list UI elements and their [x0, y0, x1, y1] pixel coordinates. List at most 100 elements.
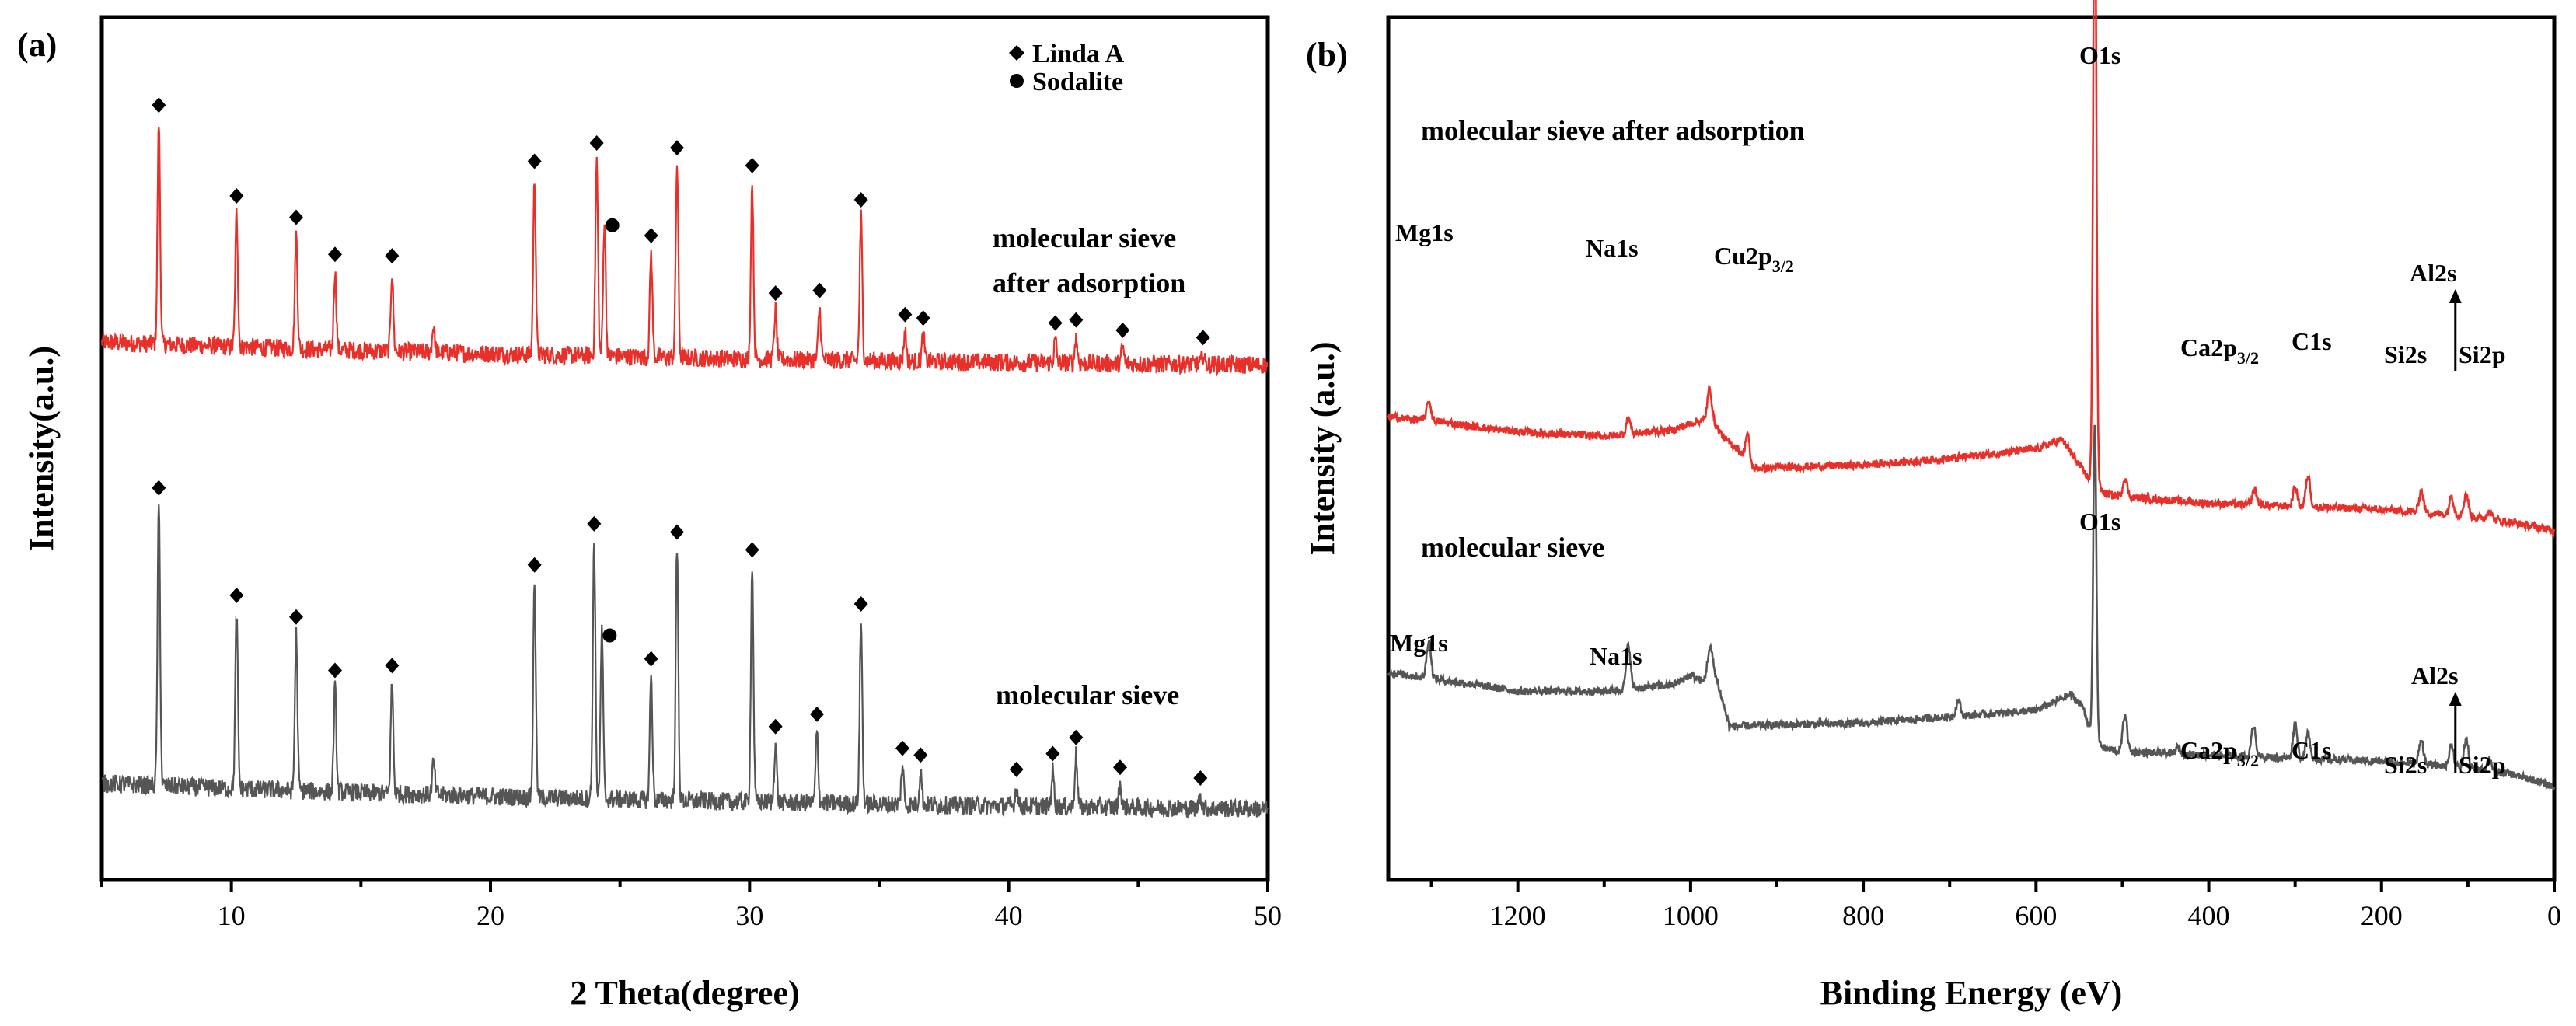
- x-tick-label: 10: [218, 900, 246, 931]
- series-label-molecular-sieve-a: molecular sieve: [996, 679, 1179, 710]
- linda-a-diamond-icon: [289, 209, 303, 225]
- linda-a-diamond-icon: [1069, 729, 1084, 745]
- peak-label-ca2p: Ca2p3/2: [2180, 736, 2259, 770]
- panel-letter-b: (b): [1306, 36, 1348, 74]
- x-ticks-b: 1200 1000 800 600 400 200 0: [1429, 880, 2561, 931]
- peak-label-si2p: Si2p: [2459, 751, 2505, 779]
- linda-a-diamond-icon: [916, 310, 930, 326]
- linda-a-diamond-icon: [229, 587, 244, 603]
- plot-frame-b: [1386, 15, 2557, 882]
- linda-a-diamond-icon: [589, 135, 604, 152]
- xps-series-line: [1387, 424, 2556, 791]
- peak-label-na1s: Na1s: [1586, 234, 1639, 262]
- peak-label-mg1s: Mg1s: [1395, 218, 1454, 246]
- legend-circle-icon: [1010, 74, 1024, 88]
- linda-a-diamond-icon: [745, 157, 759, 173]
- y-axis-label-b: Intensity (a.u.): [1304, 341, 1342, 555]
- series-label-after-adsorption-a-line2: after adsorption: [993, 267, 1185, 298]
- linda-a-diamond-icon: [229, 188, 244, 204]
- linda-a-diamond-icon: [328, 246, 342, 263]
- linda-a-diamond-icon: [527, 153, 542, 169]
- linda-a-diamond-icon: [768, 285, 783, 302]
- linda-a-diamond-icon: [913, 747, 928, 763]
- x-tick-label: 50: [1254, 900, 1282, 931]
- linda-a-diamond-icon: [152, 97, 166, 113]
- linda-a-diamond-icon: [1113, 759, 1127, 776]
- series-group-b: [1387, 0, 2556, 791]
- x-tick-label: 400: [2188, 900, 2230, 931]
- linda-a-diamond-icon: [644, 227, 658, 243]
- x-axis-label-a: 2 Theta(degree): [570, 974, 799, 1012]
- series-group-a: [100, 127, 1269, 819]
- panel-a: (a) 10 20 30 40 50 2 Theta(degree) Intensity…: [17, 15, 1282, 1012]
- peak-label-ca2p: Ca2p3/2: [2180, 333, 2259, 368]
- linda-a-diamond-icon: [812, 282, 827, 298]
- x-tick-label: 200: [2361, 900, 2403, 931]
- linda-a-diamond-icon: [527, 557, 542, 573]
- arrow-up-icon: [2449, 289, 2462, 303]
- linda-a-diamond-icon: [385, 658, 400, 674]
- linda-a-diamond-icon: [152, 480, 166, 496]
- peak-label-o1s: O1s: [2079, 508, 2120, 536]
- legend-a: Linda A Sodalite: [1009, 40, 1125, 96]
- peak-label-c1s: C1s: [2292, 736, 2332, 764]
- panel-b: (b) 1200 1000 800 600 400 200 0 O1s Mg1s Na1s Cu2…: [1304, 0, 2561, 1012]
- sodalite-circle-icon: [605, 218, 620, 232]
- x-axis-label-b: Binding Energy (eV): [1820, 974, 2123, 1012]
- peak-label-al2s: Al2s: [2410, 259, 2456, 287]
- sodalite-circle-icon: [602, 628, 617, 643]
- peak-label-si2p: Si2p: [2459, 340, 2505, 368]
- legend-label-linda-a: Linda A: [1032, 40, 1125, 68]
- x-tick-label: 1000: [1663, 900, 1719, 931]
- linda-a-diamond-icon: [745, 542, 759, 558]
- legend-diamond-icon: [1009, 45, 1024, 61]
- peak-label-o1s: O1s: [2079, 41, 2120, 69]
- x-tick-label: 600: [2015, 900, 2057, 931]
- peak-label-cu2p: Cu2p3/2: [1714, 242, 1794, 276]
- linda-a-diamond-icon: [587, 515, 602, 532]
- xps-series-line: [1387, 0, 2556, 539]
- linda-a-diamond-icon: [810, 706, 824, 722]
- linda-a-diamond-icon: [898, 306, 913, 323]
- x-tick-label: 30: [735, 900, 763, 931]
- linda-a-diamond-icon: [1045, 745, 1060, 762]
- x-tick-label: 20: [476, 900, 504, 931]
- linda-a-diamond-icon: [768, 718, 783, 735]
- linda-a-diamond-icon: [289, 609, 303, 625]
- x-tick-label: 1200: [1490, 900, 1546, 931]
- legend-label-sodalite: Sodalite: [1032, 68, 1123, 96]
- peak-labels-b: O1s Mg1s Na1s Cu2p3/2 Ca2p3/2 C1s Al2s Si2s Si2p…: [1390, 41, 2505, 779]
- y-axis-label-a: Intensity(a.u.): [23, 346, 61, 551]
- linda-a-diamond-icon: [895, 740, 909, 756]
- peak-label-mg1s: Mg1s: [1390, 629, 1448, 657]
- x-ticks-a: 10 20 30 40 50: [100, 880, 1282, 931]
- linda-a-diamond-icon: [1069, 312, 1084, 328]
- panel-letter-a: (a): [17, 26, 57, 64]
- linda-a-diamond-icon: [670, 524, 684, 540]
- series-label-after-adsorption-b: molecular sieve after adsorption: [1421, 115, 1805, 146]
- linda-a-diamond-icon: [1115, 322, 1130, 338]
- linda-a-diamond-icon: [1193, 770, 1208, 786]
- arrow-up-icon: [2449, 692, 2462, 706]
- linda-a-diamond-icon: [1009, 761, 1024, 777]
- linda-a-diamond-icon: [670, 140, 684, 156]
- x-tick-label: 800: [1842, 900, 1884, 931]
- xrd-series-line: [101, 504, 1269, 819]
- linda-a-diamond-icon: [853, 191, 868, 208]
- peak-label-si2s: Si2s: [2384, 751, 2427, 779]
- linda-a-diamond-icon: [853, 595, 868, 612]
- peak-label-na1s: Na1s: [1590, 642, 1642, 670]
- series-label-after-adsorption-a-line1: molecular sieve: [993, 222, 1176, 253]
- x-tick-label: 40: [995, 900, 1023, 931]
- linda-a-diamond-icon: [1196, 330, 1210, 346]
- linda-a-diamond-icon: [328, 662, 342, 679]
- xrd-series-line: [100, 127, 1269, 377]
- x-tick-label: 0: [2547, 900, 2561, 931]
- phase-markers-a: [152, 97, 1210, 786]
- linda-a-diamond-icon: [1048, 315, 1063, 331]
- plot-frame-a: [99, 15, 1270, 882]
- peak-label-c1s: C1s: [2292, 327, 2332, 355]
- linda-a-diamond-icon: [385, 248, 400, 264]
- peak-label-si2s: Si2s: [2384, 340, 2427, 368]
